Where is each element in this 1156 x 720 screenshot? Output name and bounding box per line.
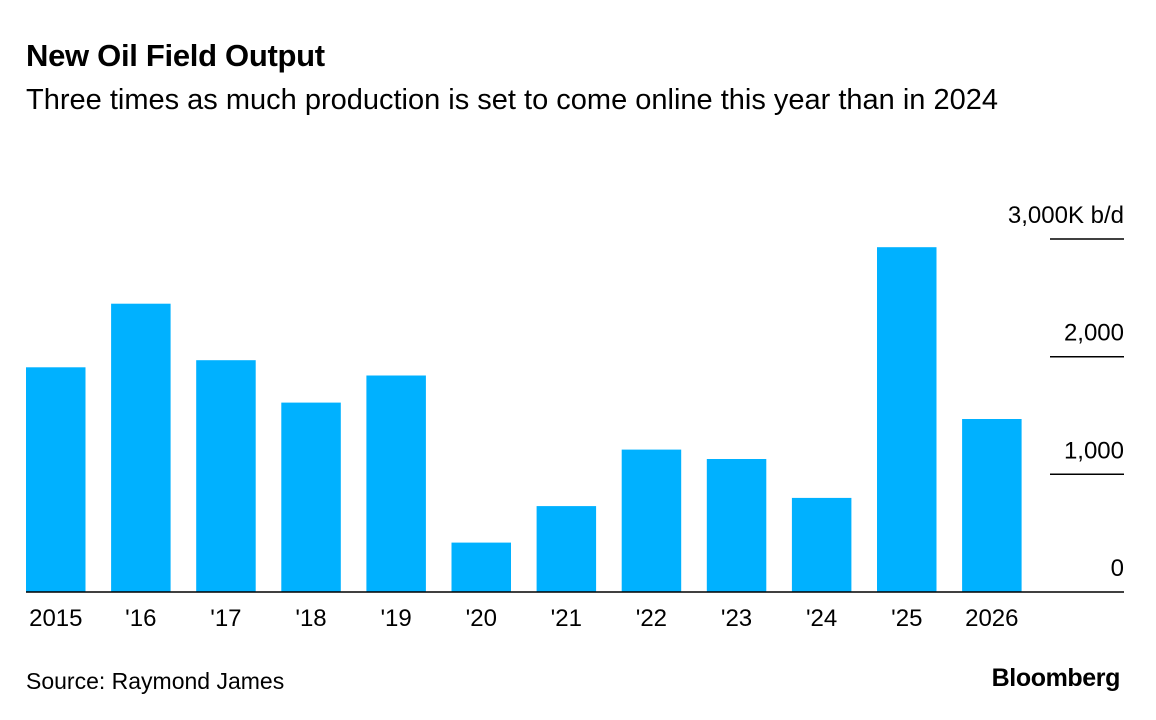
x-tick-label: '19	[380, 605, 411, 632]
x-tick-label: '22	[636, 605, 667, 632]
bar-'19	[366, 375, 426, 592]
bar-'21	[536, 506, 597, 592]
y-tick-label: 0	[1111, 555, 1124, 582]
bar-2026	[962, 419, 1022, 592]
x-tick-label: 2026	[965, 605, 1018, 632]
bloomberg-logo: Bloomberg	[991, 664, 1121, 692]
bar-'25	[877, 247, 937, 592]
x-tick-label: '17	[210, 605, 241, 632]
x-tick-label: '18	[295, 605, 326, 632]
x-tick-label: '25	[891, 605, 922, 632]
bar-'24	[791, 497, 852, 592]
bar-'20	[451, 542, 511, 592]
chart-title: New Oil Field Output	[26, 38, 325, 73]
bar-'22	[621, 449, 682, 592]
bar-'16	[111, 303, 171, 592]
x-axis: 2015 '16 '17 '18 '19 '20 '21 '22 '23 '24 '25 2026	[29, 605, 1018, 632]
bar-series	[26, 247, 1022, 592]
x-tick-label: '21	[551, 605, 582, 632]
x-tick-label: '16	[125, 605, 156, 632]
bar-'18	[281, 402, 341, 592]
y-axis: 0 1,000 2,000 3,000K b/d	[1008, 202, 1124, 582]
x-tick-label: '23	[721, 605, 752, 632]
x-tick-label: '20	[466, 605, 497, 632]
y-tick-label: 2,000	[1064, 320, 1124, 347]
bar-'17	[196, 360, 256, 592]
y-tick-label: 3,000K b/d	[1008, 202, 1124, 229]
x-tick-label: 2015	[29, 605, 82, 632]
y-tick-label: 1,000	[1064, 437, 1124, 464]
x-tick-label: '24	[806, 605, 837, 632]
bar-2015	[26, 367, 86, 592]
source-note: Source: Raymond James	[26, 668, 285, 694]
bar-'23	[706, 459, 767, 592]
chart-subtitle: Three times as much production is set to…	[26, 84, 999, 116]
